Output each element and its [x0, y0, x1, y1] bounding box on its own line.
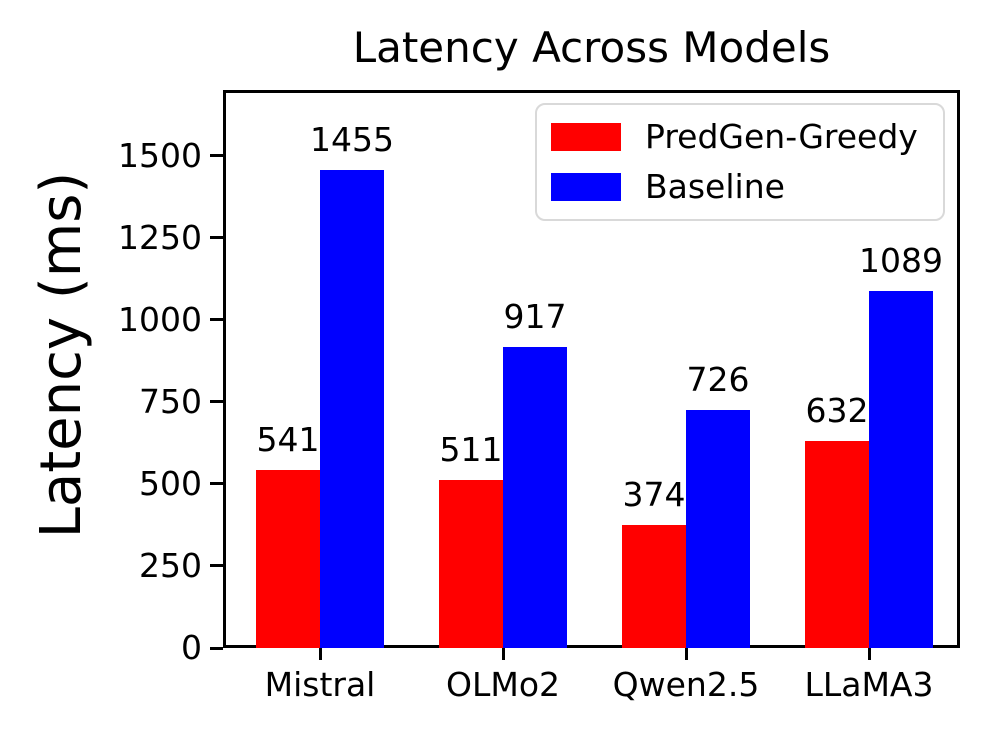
bar-value-label-predgen-greedy-llama3: 632 [805, 390, 869, 430]
x-tick-label-olmo2: OLMo2 [445, 665, 561, 704]
x-tick-label-mistral: Mistral [264, 665, 376, 704]
bar-baseline-llama3 [869, 290, 933, 648]
x-tick-label-llama3: LLaMA3 [804, 665, 934, 704]
bar-predgen-greedy-llama3 [805, 440, 869, 648]
legend-label-predgen-greedy: PredGen-Greedy [645, 117, 918, 156]
bar-value-label-baseline-olmo2: 917 [503, 297, 567, 336]
bar-value-label-baseline-mistral: 1455 [310, 120, 394, 160]
bar-predgen-greedy-mistral [256, 470, 320, 648]
bar-predgen-greedy-olmo2 [439, 480, 503, 648]
y-tick-label-1500: 1500 [118, 135, 202, 175]
y-tick-label-500: 500 [139, 463, 202, 503]
bar-value-label-predgen-greedy-olmo2: 511 [439, 430, 503, 470]
plot-area [223, 90, 960, 648]
y-tick-label-750: 750 [139, 381, 202, 421]
bar-baseline-mistral [320, 170, 384, 648]
bar-value-label-predgen-greedy-qwen2-5: 374 [622, 475, 686, 515]
y-tick-mark-1500 [210, 154, 223, 158]
chart-title: Latency Across Models [352, 23, 831, 72]
legend-item-predgen-greedy: PredGen-Greedy [551, 117, 929, 157]
y-tick-mark-1000 [210, 318, 223, 322]
bar-value-label-baseline-llama3: 1089 [859, 240, 943, 280]
y-tick-label-1250: 1250 [118, 217, 202, 257]
y-tick-mark-1250 [210, 236, 223, 240]
legend-swatch-predgen-greedy [551, 123, 621, 151]
y-tick-mark-250 [210, 564, 223, 568]
x-tick-label-qwen2-5: Qwen2.5 [612, 665, 760, 704]
x-tick-mark-mistral [318, 648, 322, 660]
y-tick-mark-0 [210, 646, 223, 650]
legend-swatch-baseline [551, 173, 621, 201]
y-tick-mark-500 [210, 482, 223, 486]
bar-value-label-predgen-greedy-mistral: 541 [256, 420, 320, 460]
legend-item-baseline: Baseline [551, 167, 929, 207]
y-tick-label-250: 250 [139, 545, 202, 585]
y-tick-label-1000: 1000 [118, 299, 202, 339]
bar-predgen-greedy-qwen2-5 [622, 525, 686, 648]
legend: PredGen-Greedy Baseline [535, 103, 945, 221]
bar-baseline-qwen2-5 [686, 409, 750, 648]
legend-label-baseline: Baseline [645, 167, 785, 206]
bar-value-label-baseline-qwen2-5: 726 [686, 359, 750, 399]
x-tick-mark-olmo2 [501, 648, 505, 660]
x-tick-mark-qwen2-5 [684, 648, 688, 660]
bar-baseline-olmo2 [503, 347, 567, 648]
x-tick-mark-llama3 [867, 648, 871, 660]
y-tick-label-0: 0 [181, 628, 202, 667]
y-tick-mark-750 [210, 400, 223, 404]
